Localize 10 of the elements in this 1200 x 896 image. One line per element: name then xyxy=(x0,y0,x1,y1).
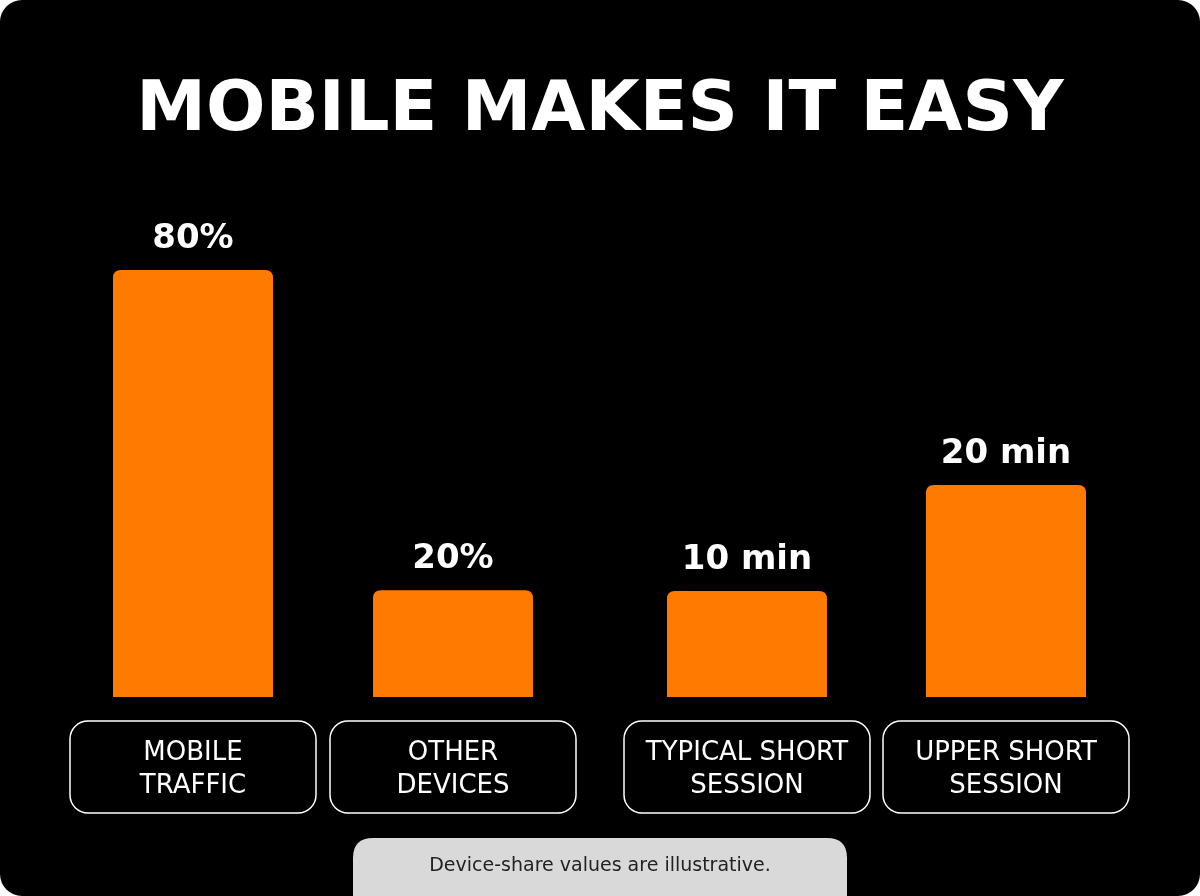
x-tick-label: UPPER SHORT SESSION xyxy=(915,736,1097,799)
text: Device-share values are illustrative. xyxy=(429,853,771,875)
data-label: 80% xyxy=(152,216,234,256)
x-tick-label: TYPICAL SHORT SESSION xyxy=(644,736,849,799)
data-label: 20% xyxy=(412,536,494,577)
x-tick-label: MOBILE TRAFFIC xyxy=(138,736,247,799)
x-tick-label: OTHER DEVICES xyxy=(396,736,510,799)
chart-title: MOBILE MAKES IT EASY xyxy=(136,65,1065,147)
data-label: 10 min xyxy=(681,537,813,577)
data-label: 20 min xyxy=(940,431,1072,471)
